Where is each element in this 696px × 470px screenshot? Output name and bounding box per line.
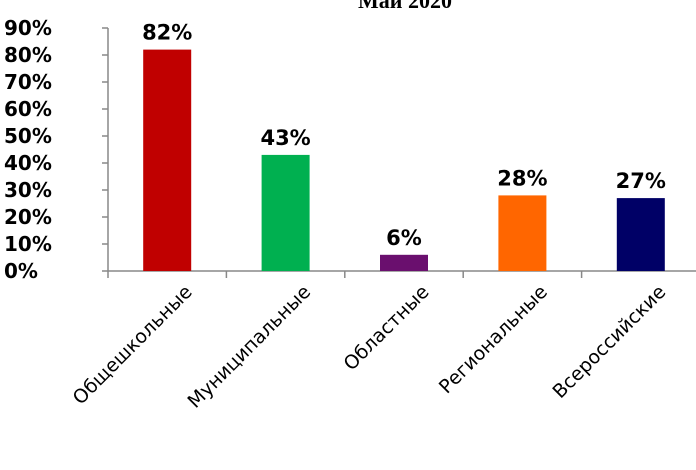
bars — [143, 49, 665, 271]
bar-2 — [261, 154, 310, 271]
category-label: Всероссийские — [548, 281, 670, 403]
y-tick-label: 10% — [4, 232, 52, 256]
y-tick-label: 60% — [4, 97, 52, 121]
x-axis — [107, 270, 696, 278]
data-labels: 82% 43% 6% 28% 27% — [142, 21, 666, 250]
y-tick-label: 90% — [4, 16, 52, 40]
category-label: Муниципальные — [183, 281, 315, 413]
data-label: 82% — [142, 21, 192, 45]
bar-3 — [380, 254, 428, 271]
y-tick-label: 40% — [4, 151, 52, 175]
category-label: Общешкольные — [69, 281, 197, 409]
y-tick-label: 50% — [4, 124, 52, 148]
y-tick-label: 0% — [4, 259, 38, 283]
bar-4 — [498, 195, 547, 271]
y-tick-label: 30% — [4, 178, 52, 202]
data-label: 27% — [616, 169, 666, 193]
y-tick-label: 70% — [4, 70, 52, 94]
data-label: 28% — [497, 166, 547, 190]
bar-1 — [143, 49, 192, 271]
y-tick-label: 20% — [4, 205, 52, 229]
y-tick-label: 80% — [4, 43, 52, 67]
data-label: 6% — [386, 226, 422, 250]
y-axis: 0% 10% 20% 30% 40% 50% 60% 70% 80% 90% — [4, 16, 109, 283]
category-label: Региональные — [435, 281, 552, 398]
chart-title: Май 2020 — [358, 0, 452, 13]
bar-5 — [616, 198, 665, 271]
category-label: Областные — [339, 281, 433, 375]
data-label: 43% — [260, 126, 310, 150]
